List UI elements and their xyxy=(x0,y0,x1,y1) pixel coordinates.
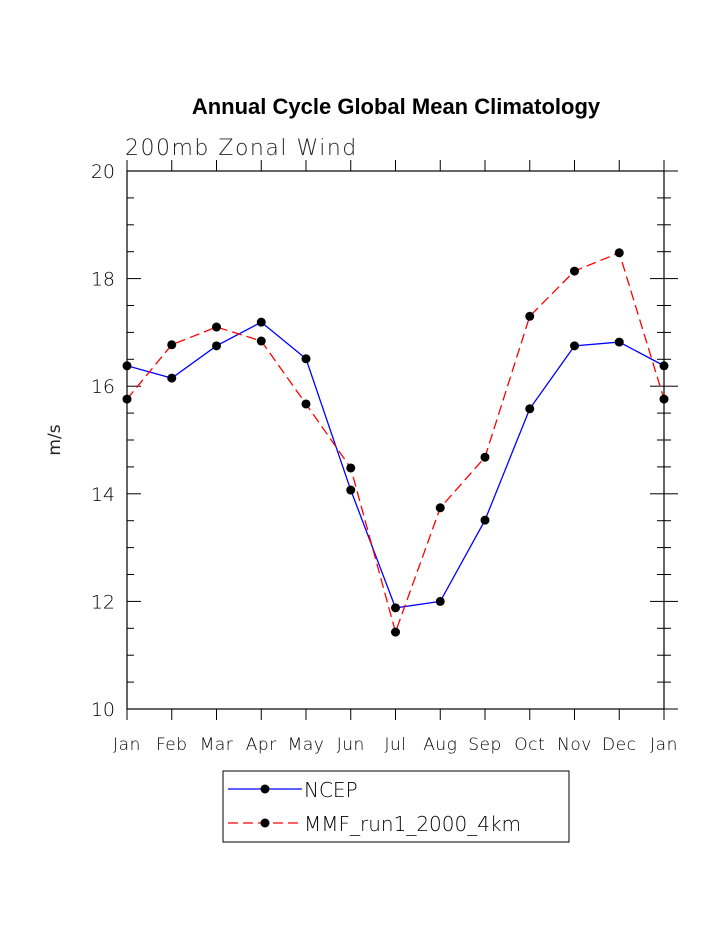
data-point xyxy=(570,341,579,351)
data-point xyxy=(614,248,624,258)
y-tick-label: 16 xyxy=(91,376,115,398)
data-point xyxy=(256,317,266,327)
x-tick-label: Jun xyxy=(337,735,365,755)
data-point xyxy=(346,485,356,495)
x-tick-label: Jan xyxy=(650,735,678,755)
chart-subtitle: 200mb Zonal Wind xyxy=(125,136,358,161)
x-tick-label: Apr xyxy=(246,735,277,755)
y-tick-label: 18 xyxy=(91,269,115,291)
x-tick-label: Feb xyxy=(156,735,188,755)
data-point xyxy=(167,373,177,383)
legend-box xyxy=(222,770,570,843)
data-point xyxy=(435,596,445,606)
data-point xyxy=(659,394,669,404)
legend-marker-mmf xyxy=(260,818,270,828)
x-tick-label: Dec xyxy=(602,735,636,755)
y-tick-label: 14 xyxy=(91,484,115,506)
data-point xyxy=(167,340,177,350)
legend-label-ncep: NCEP xyxy=(304,778,358,802)
data-point xyxy=(256,336,266,346)
data-point xyxy=(391,603,400,613)
x-tick-label: Jan xyxy=(113,735,141,755)
series-line-mmf_run1_2000_4km xyxy=(126,251,665,635)
y-tick-label: 10 xyxy=(91,699,115,721)
data-point xyxy=(122,394,132,404)
data-point xyxy=(122,361,132,371)
chart-title: Annual Cycle Global Mean Climatology xyxy=(192,94,601,119)
y-tick-label: 12 xyxy=(91,591,115,613)
y-axis-label: m/s xyxy=(45,424,65,455)
y-tick-label: 20 xyxy=(91,161,115,183)
data-point xyxy=(480,452,490,462)
x-tick-label: Oct xyxy=(514,735,545,755)
legend-marker-ncep xyxy=(260,784,270,794)
x-tick-label: Mar xyxy=(200,735,234,755)
data-point xyxy=(301,354,311,364)
data-point xyxy=(212,341,221,351)
x-tick-label: May xyxy=(288,735,325,755)
data-point xyxy=(391,627,400,637)
data-point xyxy=(659,361,669,371)
legend: NCEP MMF_run1_2000_4km xyxy=(222,770,570,843)
data-point xyxy=(301,399,311,409)
x-tick-label: Sep xyxy=(468,735,502,755)
data-point xyxy=(614,337,624,347)
legend-label-mmf: MMF_run1_2000_4km xyxy=(304,812,521,836)
data-point xyxy=(525,311,535,321)
data-point xyxy=(212,322,221,332)
x-tick-label: Aug xyxy=(423,735,457,755)
data-point xyxy=(525,404,535,414)
x-tick-label: Jul xyxy=(384,735,406,755)
x-tick-label: Nov xyxy=(557,735,592,755)
data-point xyxy=(480,515,490,525)
data-point xyxy=(346,463,356,473)
data-point xyxy=(570,266,579,276)
series-line-ncep xyxy=(126,321,665,609)
data-point xyxy=(435,503,445,513)
